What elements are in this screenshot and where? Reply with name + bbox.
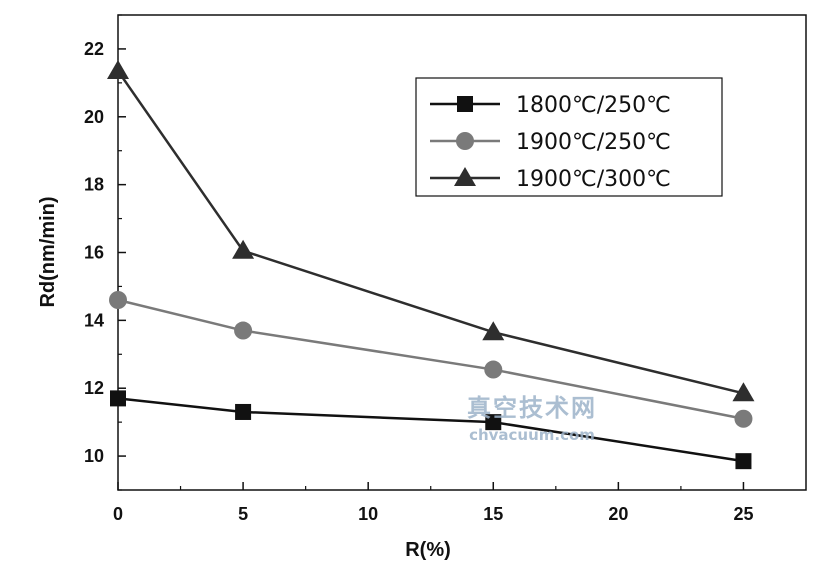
series-line [117, 298, 744, 420]
series-2 [109, 291, 753, 428]
legend-label: 1900℃/250℃ [516, 130, 671, 155]
x-tick-label: 0 [113, 504, 123, 524]
data-point [482, 321, 505, 341]
data-point [484, 360, 503, 379]
x-axis-title: R(%) [405, 539, 451, 561]
legend-item: 1900℃/250℃ [430, 130, 671, 155]
watermark-text: 真空技术网 [467, 394, 597, 422]
data-point [109, 291, 127, 309]
data-point [235, 403, 252, 420]
axis-ticks: 10 12 14 16 18 20 22 0 5 10 15 20 25 [84, 14, 753, 524]
y-axis-title: Rd(nm/min) [37, 196, 59, 307]
x-tick-label: 10 [358, 504, 378, 524]
legend-marker [454, 167, 476, 186]
data-point [234, 321, 253, 340]
data-point [735, 453, 752, 470]
x-tick-label: 15 [483, 504, 503, 524]
series-line [116, 70, 744, 395]
data-point [732, 382, 755, 402]
data-point [734, 409, 753, 428]
legend-item: 1800℃/250℃ [430, 93, 671, 118]
data-point [107, 59, 129, 79]
y-tick-label: 18 [84, 175, 104, 195]
y-tick-label: 20 [84, 107, 104, 127]
legend-marker [457, 96, 473, 112]
watermark: 真空技术网 chvacuum.com [467, 394, 597, 444]
y-tick-label: 12 [84, 378, 104, 398]
y-tick-label: 16 [84, 243, 104, 263]
y-tick-label: 22 [84, 39, 104, 59]
legend-marker [456, 132, 474, 150]
x-tick-label: 25 [733, 504, 753, 524]
series-line [117, 397, 744, 463]
legend-label: 1800℃/250℃ [516, 93, 671, 118]
x-tick-label: 20 [608, 504, 628, 524]
series-3 [107, 59, 755, 402]
legend: 1800℃/250℃ 1900℃/250℃ 1900℃/300℃ [415, 77, 723, 197]
y-tick-label: 14 [84, 310, 104, 330]
legend-item: 1900℃/300℃ [430, 167, 671, 192]
watermark-url: chvacuum.com [469, 426, 595, 444]
data-point [232, 239, 255, 259]
y-tick-label: 10 [84, 446, 104, 466]
data-point [110, 390, 126, 407]
legend-label: 1900℃/300℃ [516, 167, 671, 192]
series-layer [107, 59, 755, 470]
data-point [485, 414, 502, 431]
x-tick-label: 5 [238, 504, 248, 524]
series-1 [110, 390, 752, 470]
